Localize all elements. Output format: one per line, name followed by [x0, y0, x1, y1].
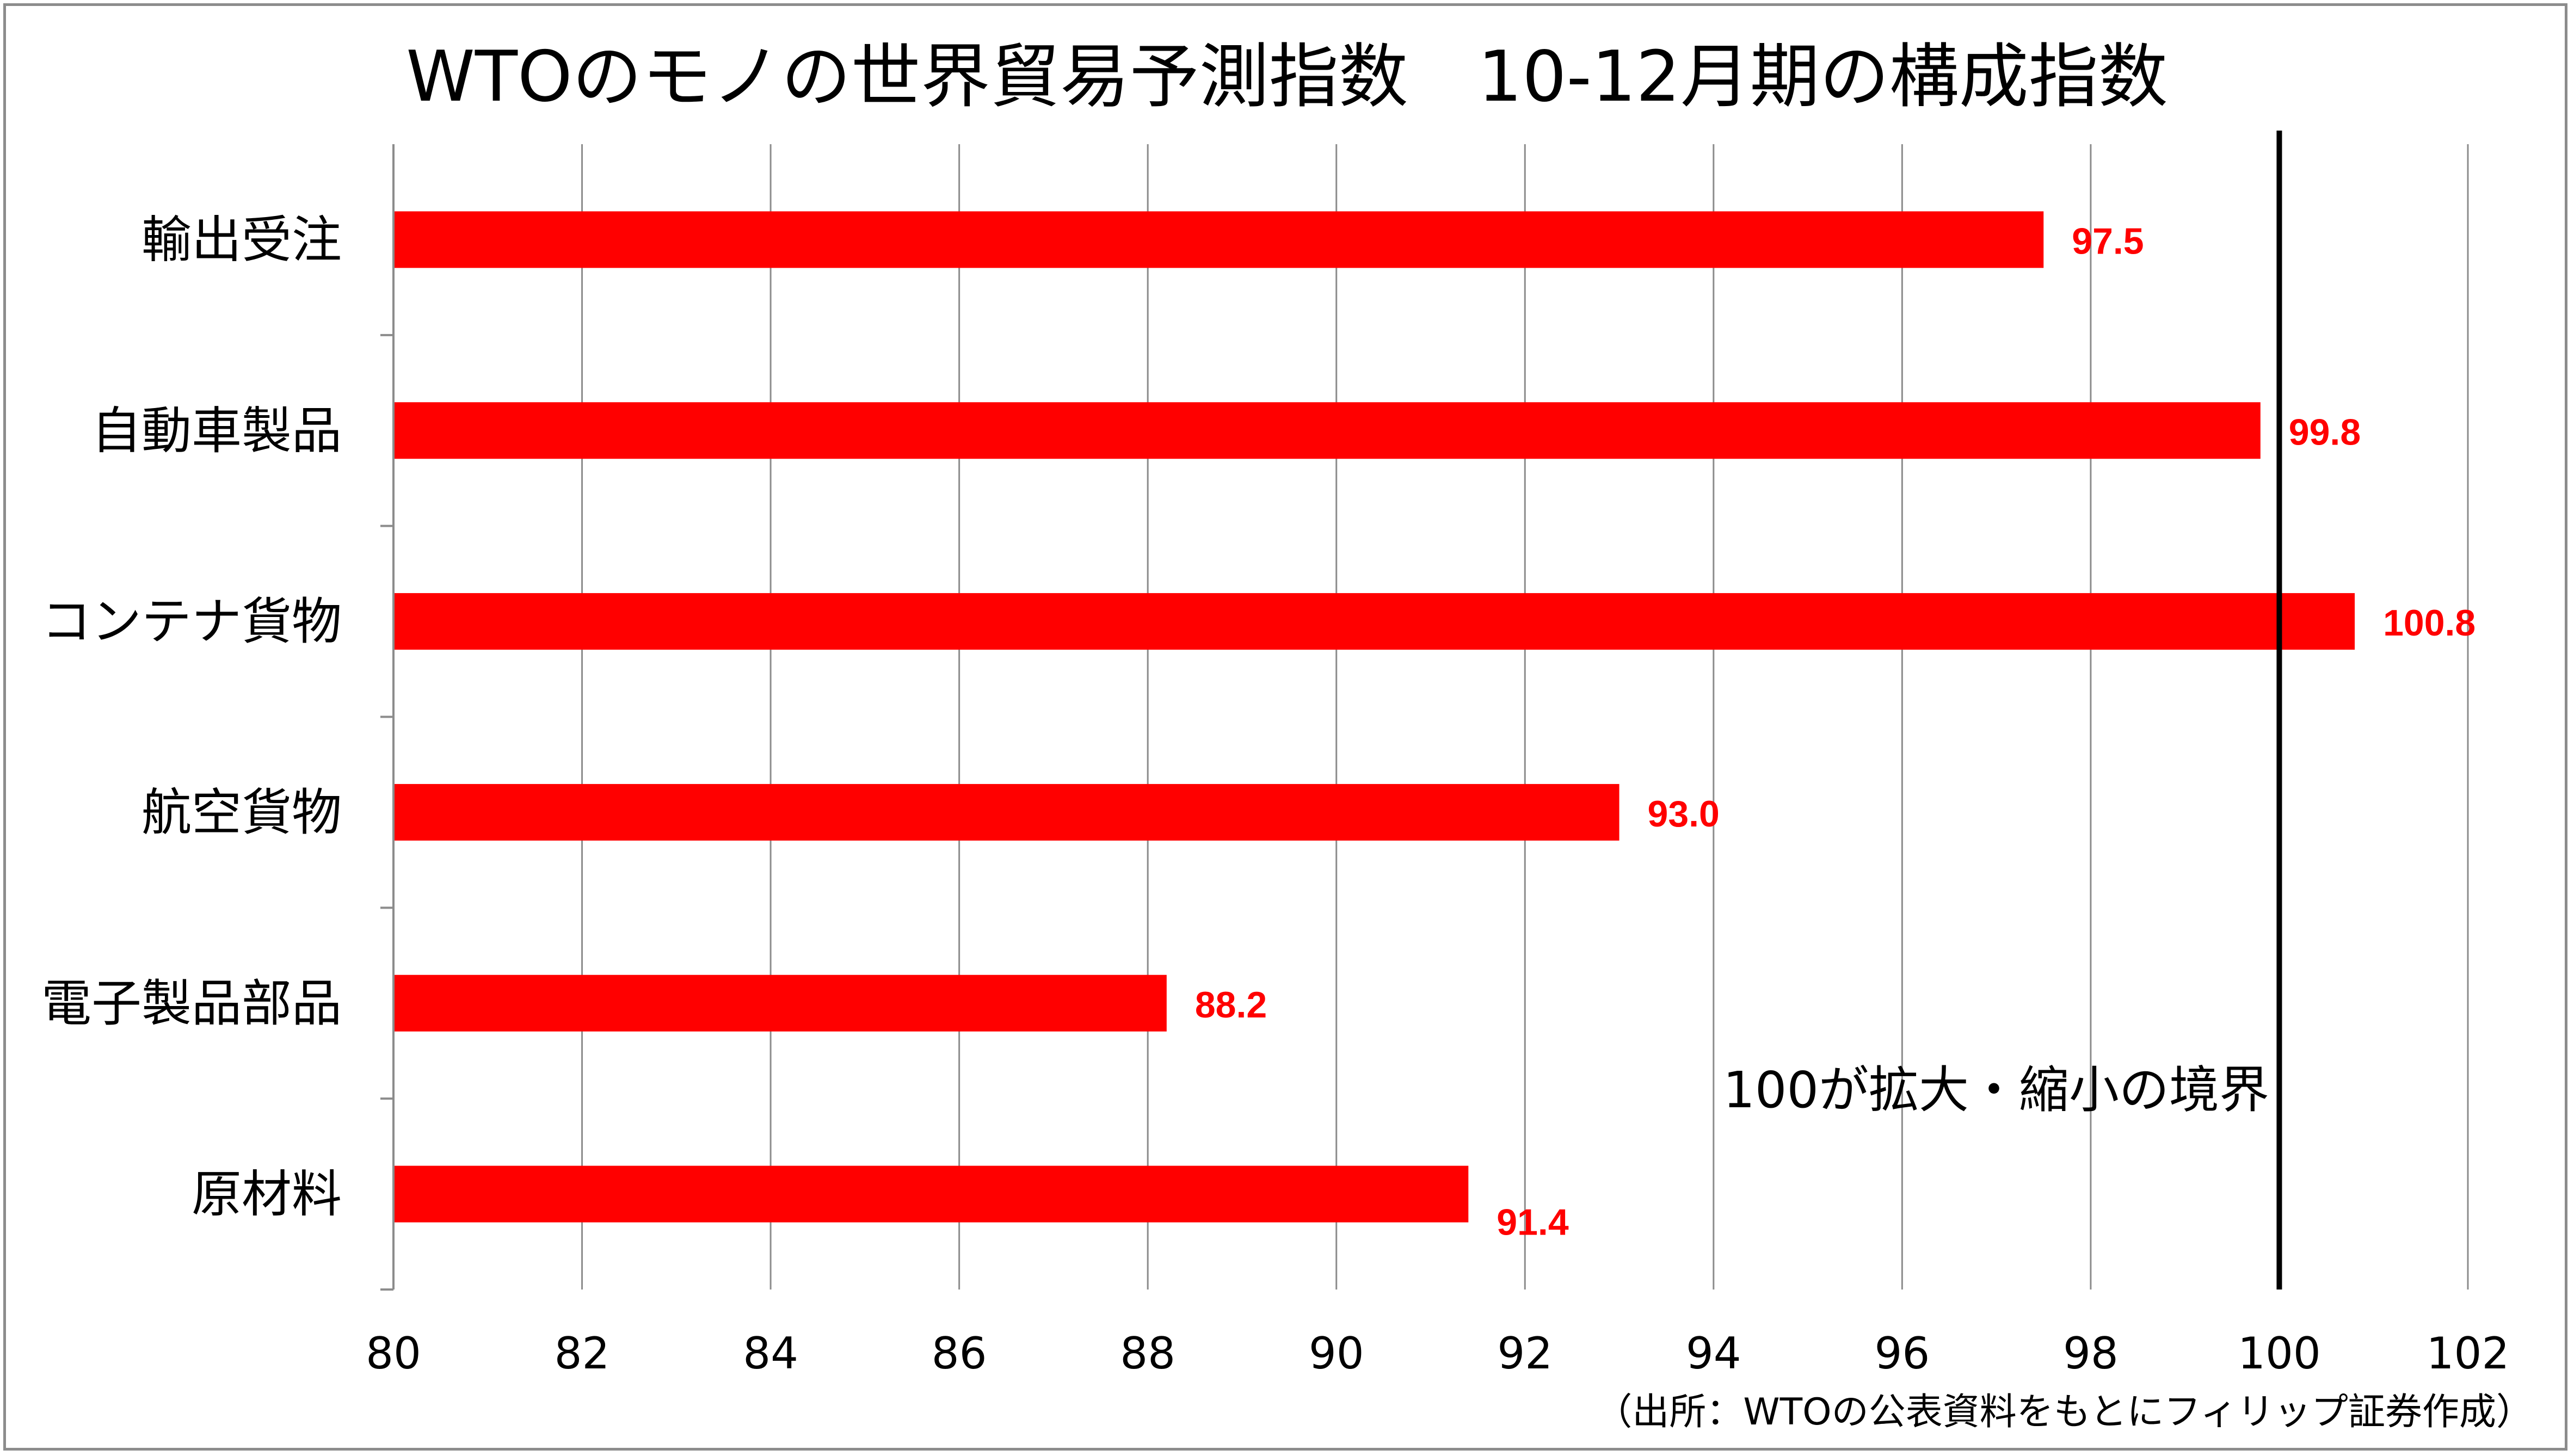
chart-title: WTOのモノの世界貿易予測指数 10-12月期の構成指数: [406, 36, 2167, 118]
bar: [393, 211, 2044, 268]
category-label: 自動車製品: [91, 402, 342, 460]
x-tick-label: 80: [366, 1328, 421, 1379]
bar: [393, 974, 1167, 1032]
category-label: 輸出受注: [141, 211, 342, 269]
category-label: コンテナ貨物: [41, 593, 342, 651]
category-label: 原材料: [192, 1165, 342, 1224]
data-label: 100.8: [2383, 602, 2476, 644]
x-tick-label: 86: [932, 1328, 987, 1379]
bar: [393, 402, 2261, 459]
x-tick-label: 96: [1874, 1328, 1930, 1379]
bars: [393, 211, 2355, 1223]
x-tick-label: 88: [1120, 1328, 1175, 1379]
bar: [393, 1165, 1469, 1223]
reference-line-label: 100が拡大・縮小の境界: [1723, 1061, 2269, 1119]
source-note: （出所：WTOの公表資料をもとにフィリップ証券作成）: [1595, 1391, 2533, 1434]
bar: [393, 593, 2355, 650]
x-tick-label: 84: [743, 1328, 798, 1379]
x-tick-label: 82: [555, 1328, 610, 1379]
data-label: 93.0: [1648, 793, 1720, 835]
bar: [393, 783, 1619, 841]
data-label: 88.2: [1195, 984, 1267, 1026]
data-label: 99.8: [2289, 411, 2361, 453]
data-label: 91.4: [1497, 1202, 1569, 1243]
axes: [380, 131, 2282, 1291]
x-tick-label: 92: [1497, 1328, 1553, 1379]
x-tick-label: 94: [1686, 1328, 1741, 1379]
x-tick-label: 102: [2427, 1328, 2510, 1379]
x-tick-label: 98: [2063, 1328, 2119, 1379]
category-label: 電子製品部品: [41, 974, 342, 1033]
x-tick-label: 90: [1309, 1328, 1364, 1379]
x-tick-label: 100: [2238, 1328, 2321, 1379]
category-label: 航空貨物: [141, 783, 342, 842]
data-label: 97.5: [2072, 220, 2144, 262]
labels: 80 82 84 86 88 90 92 94 96 98 100 102 輸出受注 97.5 自動車製品 9…: [41, 211, 2509, 1379]
